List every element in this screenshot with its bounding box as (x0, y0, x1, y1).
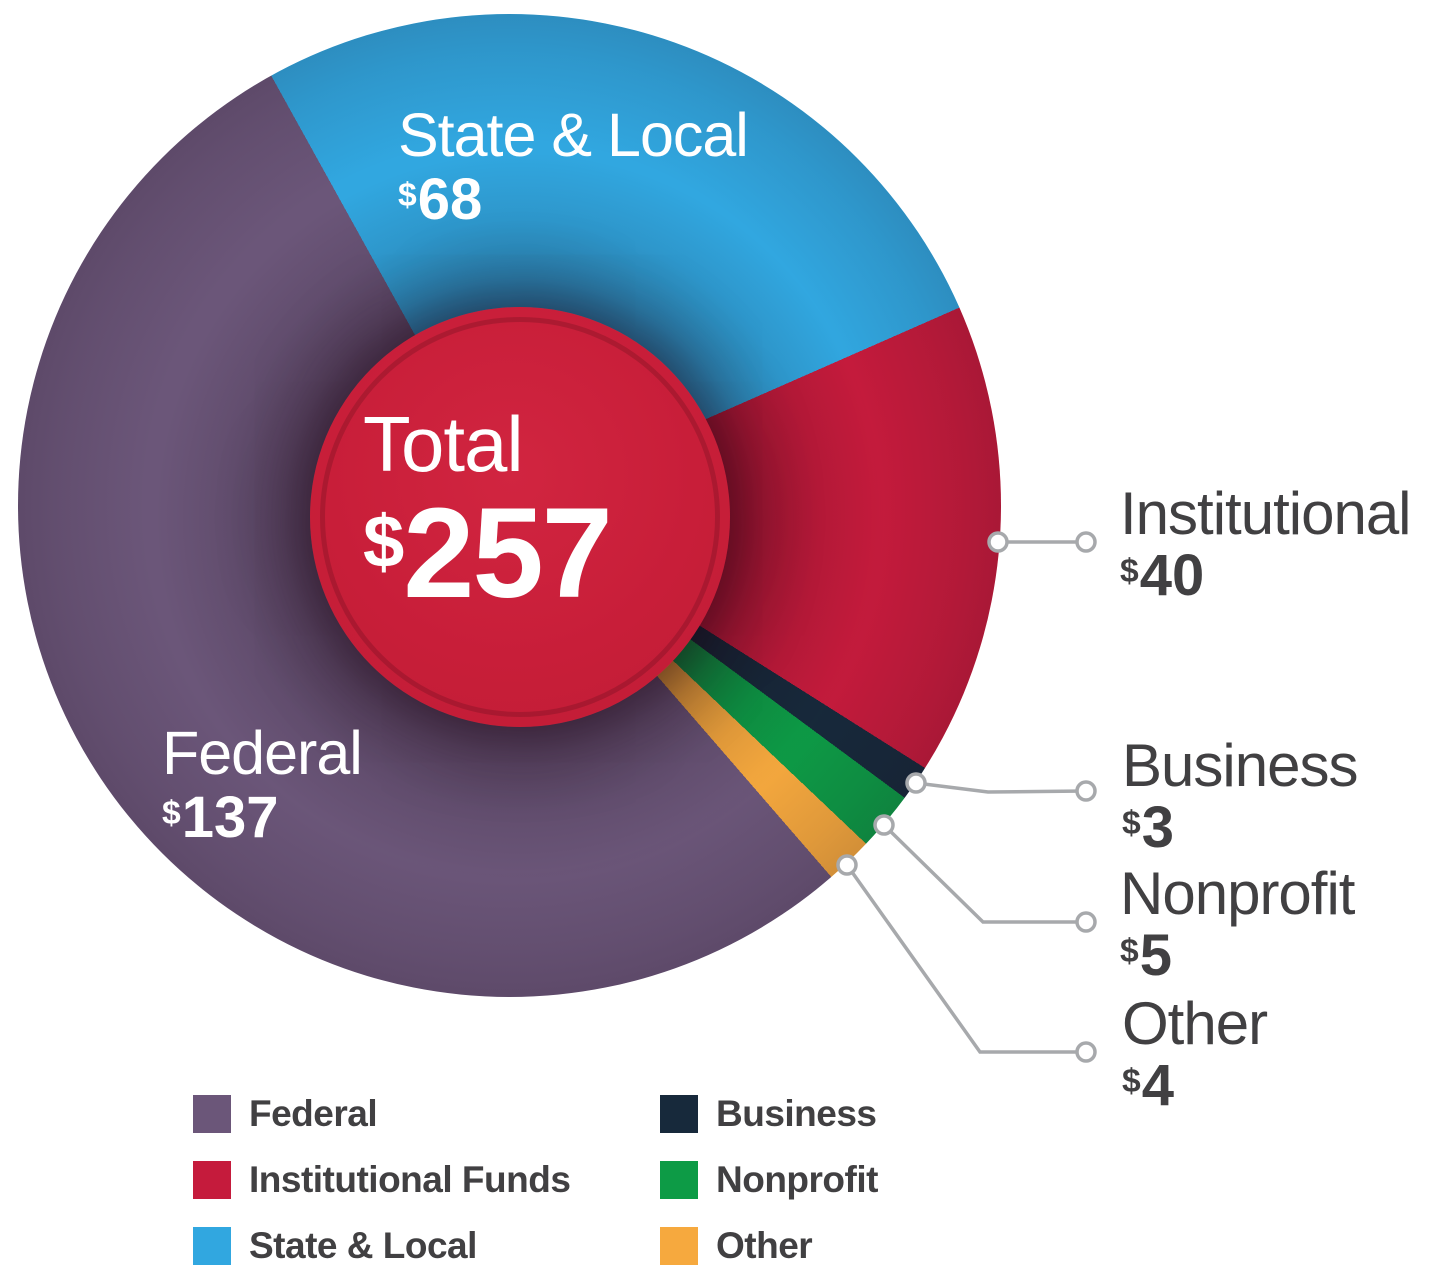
legend-swatch-other (660, 1227, 698, 1265)
callout-amount: 40 (1139, 543, 1205, 608)
slice-value: $137 (162, 789, 362, 847)
callout-label-institutional: Institutional $40 (1120, 480, 1412, 605)
dollar-sign: $ (162, 794, 181, 832)
dollar-sign: $ (1122, 1062, 1141, 1100)
center-total-title: Total (363, 400, 524, 488)
slice-label-state-local: State & Local $68 (398, 101, 749, 229)
legend-item-federal: Federal (193, 1095, 570, 1133)
callout-value: $5 (1120, 927, 1354, 985)
legend-label: State & Local (249, 1225, 477, 1266)
callout-nonprofit (873, 814, 1097, 933)
slice-name: State & Local (398, 101, 749, 169)
dollar-sign: $ (363, 500, 404, 584)
callout-value: $4 (1122, 1057, 1267, 1115)
legend-label: Business (716, 1093, 877, 1134)
callout-business (905, 772, 1097, 802)
callout-value: $40 (1120, 547, 1411, 605)
legend-label: Nonprofit (716, 1159, 878, 1200)
legend-label: Federal (249, 1093, 378, 1134)
legend-item-other: Other (660, 1227, 878, 1265)
slice-value: $68 (398, 171, 748, 229)
slice-amount: 137 (181, 785, 279, 851)
slice-name: Federal (162, 719, 363, 787)
legend-label: Other (716, 1225, 813, 1266)
center-total-text: Total $257 (363, 400, 613, 618)
legend-swatch-nonprofit (660, 1161, 698, 1199)
callout-amount: 3 (1141, 795, 1174, 860)
callout-label-other: Other $4 (1122, 990, 1268, 1115)
center-total-value: $257 (363, 490, 613, 618)
dollar-sign: $ (1120, 552, 1139, 590)
center-total-amount: 257 (403, 482, 613, 625)
callout-amount: 4 (1141, 1053, 1174, 1118)
legend-column-2: Business Nonprofit Other (660, 1095, 878, 1265)
callout-name: Institutional (1120, 480, 1412, 547)
legend-swatch-state-local (193, 1227, 231, 1265)
callout-label-nonprofit: Nonprofit $5 (1120, 860, 1355, 985)
legend-swatch-federal (193, 1095, 231, 1133)
callout-name: Business (1122, 732, 1358, 799)
legend-item-nonprofit: Nonprofit (660, 1161, 878, 1199)
dollar-sign: $ (1122, 804, 1141, 842)
legend-column-1: Federal Institutional Funds State & Loca… (193, 1095, 571, 1265)
legend-swatch-institutional-funds (193, 1161, 231, 1199)
legend-item-state-local: State & Local (193, 1227, 570, 1265)
callout-value: $3 (1122, 799, 1357, 857)
slice-label-federal: Federal $137 (162, 719, 363, 847)
callout-other (836, 854, 1097, 1063)
legend-item-business: Business (660, 1095, 878, 1133)
callout-amount: 5 (1139, 923, 1172, 988)
callout-name: Other (1122, 990, 1268, 1057)
callout-name: Nonprofit (1120, 860, 1355, 927)
legend-item-institutional-funds: Institutional Funds (193, 1159, 571, 1200)
dollar-sign: $ (398, 176, 417, 214)
callout-institutional (987, 531, 1097, 553)
dollar-sign: $ (1120, 932, 1139, 970)
slice-amount: 68 (417, 167, 483, 233)
legend-swatch-business (660, 1095, 698, 1133)
center-total-badge (310, 307, 730, 727)
callout-label-business: Business $3 (1122, 732, 1358, 857)
legend-label: Institutional Funds (249, 1159, 571, 1200)
